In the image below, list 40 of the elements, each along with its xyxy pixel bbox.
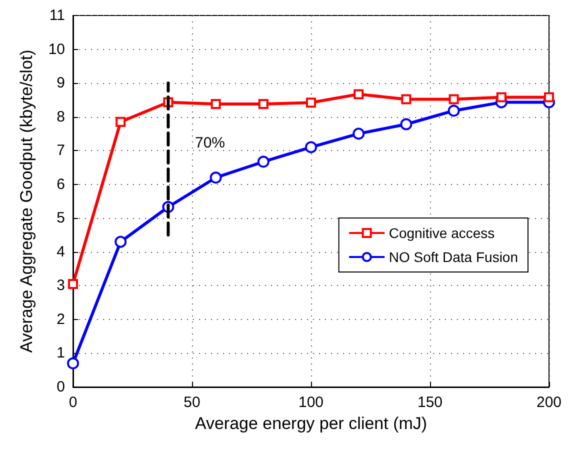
point (67, 357, 79, 370)
point (352, 128, 365, 140)
point (257, 156, 270, 168)
y-tick-label: 7 (56, 142, 65, 160)
point (448, 104, 460, 117)
point (210, 172, 222, 184)
legend-label: Cognitive access (388, 225, 495, 241)
x-tick-label: 0 (68, 394, 78, 411)
point (114, 236, 127, 248)
point (210, 98, 221, 109)
point (401, 94, 412, 104)
y-tick-label: 4 (56, 243, 65, 260)
x-tick-label: 150 (417, 394, 443, 411)
y-tick-label: 8 (56, 108, 65, 126)
y-tick-label: 2 (56, 310, 65, 328)
y-tick-label: 0 (56, 378, 65, 396)
point (354, 89, 364, 100)
point (496, 92, 506, 102)
x-axis-title: Average energy per client (mJ) (194, 414, 428, 433)
legend-label: NO Soft Data Fusion (388, 249, 518, 265)
y-tick-label: 5 (56, 210, 65, 227)
y-tick-label: 1 (56, 344, 65, 362)
point (306, 98, 316, 108)
point (116, 116, 126, 127)
annotation: 70% (194, 134, 226, 152)
y-tick-label: 10 (48, 40, 65, 58)
y-tick-label: 9 (56, 74, 65, 92)
x-tick-label: 50 (184, 394, 200, 411)
point (305, 141, 317, 154)
point (258, 98, 268, 109)
point (68, 278, 78, 289)
x-tick-label: 200 (536, 394, 562, 411)
x-tick-label: 100 (298, 394, 324, 411)
point (448, 94, 459, 104)
y-tick-label: 3 (56, 277, 65, 294)
y-tick-label: 11 (49, 7, 65, 24)
y-tick-label: 6 (56, 176, 65, 193)
point (544, 92, 554, 102)
point (400, 118, 412, 130)
y-axis-title: Average Aggregate Goodput (kbyte/slot) (17, 50, 36, 353)
